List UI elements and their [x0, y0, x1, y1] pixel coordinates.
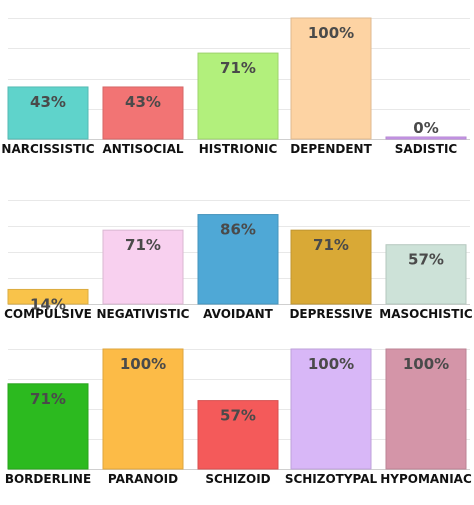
value-label-histrionic: 71% — [220, 59, 256, 77]
value-label-antisocial: 43% — [125, 93, 161, 111]
value-label-compulsive: 14% — [30, 295, 66, 313]
category-label-depressive: DEPRESSIVE — [289, 307, 372, 321]
value-label-sadistic: 0% — [413, 119, 438, 137]
panel-3: 71% BORDERLINE 100% PARANOID 57% SCHIZOID 100%… — [5, 348, 472, 486]
bar-schizoid — [197, 400, 279, 470]
category-label-borderline: BORDERLINE — [5, 472, 91, 486]
category-label-masochistic: MASOCHISTIC — [379, 307, 473, 321]
category-label-narcissistic: NARCISSISTIC — [1, 142, 94, 156]
value-label-schizoid: 57% — [220, 407, 256, 425]
category-label-schizoid: SCHIZOID — [205, 472, 270, 486]
category-label-compulsive: COMPULSIVE — [4, 307, 92, 321]
bar-negativistic — [102, 229, 184, 305]
bar-hypomaniac — [385, 348, 467, 470]
bar-dependent — [290, 17, 372, 140]
bar-schizotypal — [290, 348, 372, 470]
category-label-dependent: DEPENDENT — [290, 142, 372, 156]
bar-depressive — [290, 229, 372, 305]
category-label-histrionic: HISTRIONIC — [199, 142, 278, 156]
category-label-paranoid: PARANOID — [108, 472, 178, 486]
value-label-schizotypal: 100% — [308, 355, 354, 373]
bar-borderline — [7, 383, 89, 470]
bar-avoidant — [197, 214, 279, 305]
category-label-schizotypal: SCHIZOTYPAL — [285, 472, 378, 486]
panel-2: 14%COMPULSIVE 71% NEGATIVISTIC 86% AVOIDANT 7… — [4, 200, 473, 321]
value-label-hypomaniac: 100% — [403, 355, 449, 373]
bar-antisocial — [102, 86, 184, 140]
bar-histrionic — [197, 52, 279, 140]
value-label-avoidant: 86% — [220, 221, 256, 239]
value-label-dependent: 100% — [308, 24, 354, 42]
value-label-narcissistic: 43% — [30, 93, 66, 111]
panel-1: 43% NARCISSISTIC 43% ANTISOCIAL 71% HISTRIONI… — [1, 17, 470, 156]
bar-narcissistic — [7, 86, 89, 140]
category-label-antisocial: ANTISOCIAL — [102, 142, 183, 156]
value-label-depressive: 71% — [313, 236, 349, 254]
category-label-negativistic: NEGATIVISTIC — [97, 307, 190, 321]
category-label-avoidant: AVOIDANT — [203, 307, 274, 321]
category-label-sadistic: SADISTIC — [395, 142, 458, 156]
bar-sadistic — [385, 136, 467, 140]
bar-compulsive — [7, 288, 89, 305]
category-label-hypomaniac: HYPOMANIAC — [380, 472, 472, 486]
value-label-masochistic: 57% — [408, 251, 444, 269]
bar-masochistic — [385, 244, 467, 305]
value-label-paranoid: 100% — [120, 355, 166, 373]
value-label-borderline: 71% — [30, 390, 66, 408]
value-label-negativistic: 71% — [125, 236, 161, 254]
bar-paranoid — [102, 348, 184, 470]
